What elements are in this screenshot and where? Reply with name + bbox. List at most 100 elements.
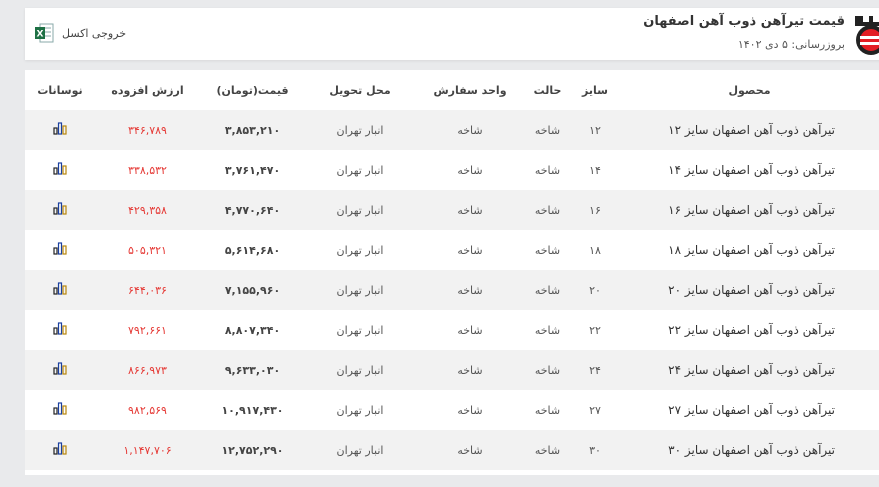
table-row: تیرآهن ذوب آهن اصفهان سایز ۲۴ ۲۴ شاخه شاخه ا…: [25, 350, 879, 390]
bar-chart-icon[interactable]: [53, 402, 67, 418]
unit-cell: شاخه: [415, 190, 525, 230]
vat-cell: ۷۹۲,۶۶۱: [128, 323, 167, 337]
place-cell: انبار تهران: [305, 430, 415, 470]
price-cell: ۱۰,۹۱۷,۴۳۰: [221, 403, 284, 417]
table-header: محصول سایز حالت واحد سفارش محل تحویل قیم…: [25, 70, 879, 110]
excel-export-button[interactable]: X خروجی اکسل: [34, 23, 126, 43]
fluctuation-chart-button[interactable]: [25, 270, 95, 310]
bar-chart-icon[interactable]: [53, 442, 67, 458]
product-cell: تیرآهن ذوب آهن اصفهان سایز ۲۴: [620, 350, 879, 390]
price-cell: ۴,۷۷۰,۶۴۰: [200, 190, 305, 230]
table-row: تیرآهن ذوب آهن اصفهان سایز ۱۲ ۱۲ شاخه شاخه ا…: [25, 110, 879, 150]
excel-export-label: خروجی اکسل: [62, 26, 127, 40]
col-unit: واحد سفارش: [433, 83, 507, 97]
bar-chart-icon[interactable]: [53, 282, 67, 298]
fluctuation-chart-button[interactable]: [25, 190, 95, 230]
table-row: تیرآهن ذوب آهن اصفهان سایز ۱۸ ۱۸ شاخه شاخه ا…: [25, 230, 879, 270]
bar-chart-icon[interactable]: [53, 322, 67, 338]
col-size: سایز: [582, 83, 608, 97]
unit-cell: شاخه: [457, 243, 483, 257]
col-price: قیمت(تومان): [216, 83, 289, 97]
price-cell: ۸,۸۰۷,۳۴۰: [224, 323, 281, 337]
page-title: قیمت تیرآهن ذوب آهن اصفهان: [643, 14, 845, 29]
product-cell: تیرآهن ذوب آهن اصفهان سایز ۱۶: [620, 190, 879, 230]
esfahan-steel-logo: [855, 16, 879, 55]
state-cell: شاخه: [534, 403, 561, 417]
fluctuation-chart-button[interactable]: [25, 430, 95, 470]
fluctuation-chart-button[interactable]: [25, 350, 95, 390]
vat-cell: ۶۴۴,۰۳۶: [95, 270, 200, 310]
place-cell: انبار تهران: [336, 243, 384, 257]
bar-chart-icon[interactable]: [53, 162, 67, 178]
state-cell: شاخه: [534, 243, 561, 257]
vat-cell: ۵۰۵,۳۲۱: [128, 243, 167, 257]
update-date: بروزرسانی: ۵ دی ۱۴۰۲: [737, 38, 845, 51]
col-fluctuation: نوسانات: [37, 83, 83, 97]
table-row: تیرآهن ذوب آهن اصفهان سایز ۱۴ ۱۴ شاخه شاخه ا…: [25, 150, 879, 190]
size-cell: ۲۲: [589, 323, 601, 337]
state-cell: شاخه: [525, 190, 570, 230]
size-cell: ۱۸: [589, 243, 601, 257]
unit-cell: شاخه: [457, 323, 483, 337]
col-vat: ارزش افزوده: [111, 83, 184, 97]
table-row: تیرآهن ذوب آهن اصفهان سایز ۲۲ ۲۲ شاخه شاخه ا…: [25, 310, 879, 350]
place-cell: انبار تهران: [336, 323, 384, 337]
product-cell: تیرآهن ذوب آهن اصفهان سایز ۱۲: [620, 110, 879, 150]
price-cell: ۹,۶۳۳,۰۳۰: [200, 350, 305, 390]
table-row: تیرآهن ذوب آهن اصفهان سایز ۲۷ ۲۷ شاخه شاخه ا…: [25, 390, 879, 430]
bar-chart-icon[interactable]: [53, 362, 67, 378]
bar-chart-icon[interactable]: [53, 122, 67, 138]
product-cell: تیرآهن ذوب آهن اصفهان سایز ۲۲: [668, 323, 835, 337]
state-cell: شاخه: [534, 163, 561, 177]
fluctuation-chart-button[interactable]: [25, 150, 95, 190]
vat-cell: ۱,۱۴۷,۷۰۶: [95, 430, 200, 470]
header-card: قیمت تیرآهن ذوب آهن اصفهان بروزرسانی: ۵ …: [25, 8, 879, 60]
state-cell: شاخه: [525, 430, 570, 470]
price-table: محصول سایز حالت واحد سفارش محل تحویل قیم…: [25, 70, 879, 470]
col-state: حالت: [533, 83, 562, 97]
bar-chart-icon[interactable]: [53, 242, 67, 258]
product-cell: تیرآهن ذوب آهن اصفهان سایز ۲۰: [620, 270, 879, 310]
unit-cell: شاخه: [415, 110, 525, 150]
product-cell: تیرآهن ذوب آهن اصفهان سایز ۲۷: [668, 403, 835, 417]
state-cell: شاخه: [525, 110, 570, 150]
size-cell: ۱۲: [570, 110, 620, 150]
price-table-card: محصول سایز حالت واحد سفارش محل تحویل قیم…: [25, 70, 879, 475]
size-cell: ۲۴: [570, 350, 620, 390]
vat-cell: ۴۲۹,۳۵۸: [95, 190, 200, 230]
size-cell: ۲۷: [589, 403, 601, 417]
col-product: محصول: [728, 83, 771, 97]
price-cell: ۳,۸۵۳,۲۱۰: [200, 110, 305, 150]
state-cell: شاخه: [525, 270, 570, 310]
col-place: محل تحویل: [329, 83, 391, 97]
fluctuation-chart-button[interactable]: [25, 110, 95, 150]
price-cell: ۳,۷۶۱,۴۷۰: [224, 163, 281, 177]
product-cell: تیرآهن ذوب آهن اصفهان سایز ۱۸: [668, 243, 835, 257]
fluctuation-chart-button[interactable]: [25, 390, 95, 430]
state-cell: شاخه: [525, 350, 570, 390]
unit-cell: شاخه: [415, 270, 525, 310]
vat-cell: ۸۶۶,۹۷۳: [95, 350, 200, 390]
vat-cell: ۳۴۶,۷۸۹: [95, 110, 200, 150]
place-cell: انبار تهران: [336, 403, 384, 417]
svg-text:X: X: [37, 30, 44, 40]
bar-chart-icon[interactable]: [53, 202, 67, 218]
state-cell: شاخه: [534, 323, 561, 337]
unit-cell: شاخه: [415, 430, 525, 470]
size-cell: ۳۰: [570, 430, 620, 470]
place-cell: انبار تهران: [305, 110, 415, 150]
place-cell: انبار تهران: [305, 190, 415, 230]
price-cell: ۷,۱۵۵,۹۶۰: [200, 270, 305, 310]
price-cell: ۵,۶۱۴,۶۸۰: [224, 243, 281, 257]
unit-cell: شاخه: [457, 403, 483, 417]
table-row: تیرآهن ذوب آهن اصفهان سایز ۱۶ ۱۶ شاخه شاخه ا…: [25, 190, 879, 230]
place-cell: انبار تهران: [336, 163, 384, 177]
size-cell: ۲۰: [570, 270, 620, 310]
size-cell: ۱۴: [589, 163, 601, 177]
fluctuation-chart-button[interactable]: [25, 310, 95, 350]
product-cell: تیرآهن ذوب آهن اصفهان سایز ۳۰: [620, 430, 879, 470]
fluctuation-chart-button[interactable]: [25, 230, 95, 270]
product-cell: تیرآهن ذوب آهن اصفهان سایز ۱۴: [668, 163, 835, 177]
excel-icon: X: [35, 23, 54, 43]
table-row: تیرآهن ذوب آهن اصفهان سایز ۳۰ ۳۰ شاخه شاخه ا…: [25, 430, 879, 470]
